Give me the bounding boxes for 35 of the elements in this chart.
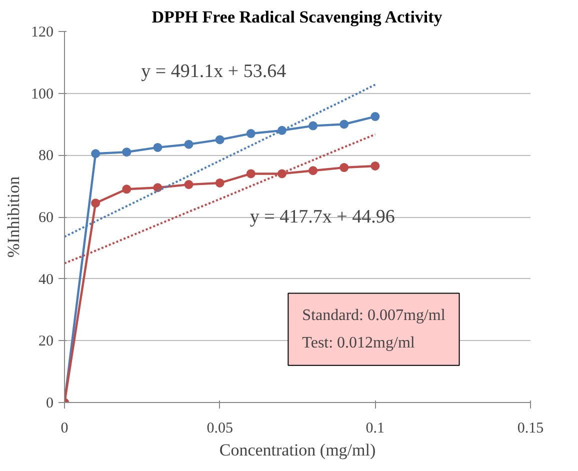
point bbox=[308, 121, 318, 130]
point bbox=[184, 140, 194, 149]
y-axis-title: %Inhibition bbox=[4, 176, 23, 258]
annotation: y = 417.7x + 44.96 bbox=[250, 206, 395, 228]
y-tick-label: 120 bbox=[31, 24, 54, 40]
point bbox=[122, 148, 132, 157]
point bbox=[246, 129, 256, 138]
point bbox=[246, 169, 256, 178]
y-tick-label: 60 bbox=[38, 210, 54, 226]
point bbox=[308, 166, 318, 176]
y-tick-label: 0 bbox=[46, 396, 54, 412]
x-tick-label: 0.15 bbox=[517, 420, 544, 436]
point bbox=[370, 112, 380, 122]
x-axis-title: Concentration (mg/ml) bbox=[219, 440, 376, 460]
x-tick-label: 0.1 bbox=[366, 420, 385, 436]
point bbox=[215, 135, 224, 144]
point bbox=[215, 178, 224, 188]
point bbox=[340, 120, 349, 129]
y-tick-label: 40 bbox=[38, 272, 54, 288]
annotation: Standard: 0.007mg/ml Test: 0.012mg/ml bbox=[302, 307, 446, 352]
y-tick-label: 100 bbox=[31, 86, 54, 102]
point bbox=[122, 184, 132, 194]
point bbox=[153, 183, 162, 192]
point bbox=[91, 149, 100, 158]
y-tick-label: 80 bbox=[38, 148, 54, 164]
chart-title: DPPH Free Radical Scavenging Activity bbox=[152, 8, 443, 26]
point bbox=[370, 161, 380, 170]
point bbox=[153, 142, 162, 152]
point bbox=[91, 198, 100, 208]
x-tick-label: 0 bbox=[60, 420, 68, 436]
annotation: y = 491.1x + 53.64 bbox=[141, 61, 287, 82]
y-tick-label: 20 bbox=[38, 334, 54, 350]
point bbox=[184, 180, 194, 190]
x-tick-label: 0.05 bbox=[206, 420, 233, 436]
point bbox=[340, 163, 349, 172]
